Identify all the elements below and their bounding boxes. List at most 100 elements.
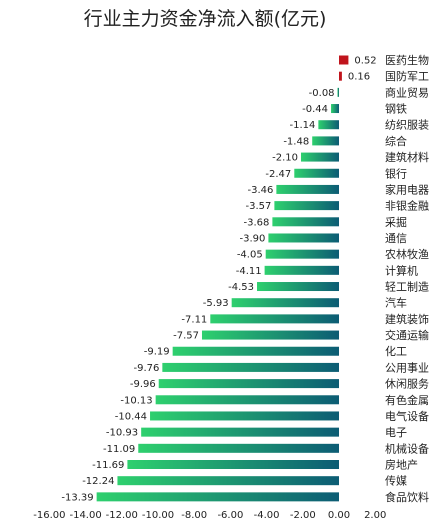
chart-title: 行业主力资金净流入额(亿元) <box>84 8 327 30</box>
bar-采掘 <box>272 217 339 227</box>
value-label: -3.68 <box>244 217 270 228</box>
category-label: 传媒 <box>385 475 407 488</box>
x-tick-label: 0.00 <box>328 510 350 521</box>
bar-公用事业 <box>162 362 339 372</box>
value-label: -9.19 <box>144 347 170 358</box>
bar-交通运输 <box>201 330 339 340</box>
bar-钢铁 <box>331 104 339 114</box>
bar-通信 <box>268 233 339 243</box>
x-tick-label: 2.00 <box>364 510 386 521</box>
category-label: 钢铁 <box>385 103 407 116</box>
category-label: 有色金属 <box>385 393 429 407</box>
bar-房地产 <box>127 460 339 469</box>
value-label: -11.69 <box>92 460 124 471</box>
bar-纺织服装 <box>318 120 339 130</box>
category-label: 计算机 <box>385 263 418 277</box>
category-label: 医药生物 <box>385 53 429 67</box>
value-label: -12.24 <box>82 476 114 487</box>
bar-有色金属 <box>155 395 339 405</box>
category-label: 建筑装饰 <box>385 312 429 326</box>
bar-国防军工 <box>339 71 342 81</box>
value-label: -7.57 <box>173 331 199 342</box>
value-label: -9.76 <box>133 363 159 374</box>
bar-建筑装饰 <box>210 314 339 324</box>
value-label: -13.39 <box>61 492 93 503</box>
value-label: -11.09 <box>103 444 135 455</box>
x-axis: -16.00 -14.00 -12.00 -10.00 -8.00 -6.00 -4.00-… <box>33 510 386 521</box>
category-label: 国防军工 <box>385 69 429 83</box>
category-label: 交通运输 <box>385 328 429 342</box>
bar-食品饮料 <box>96 492 340 502</box>
category-label: 电子 <box>385 426 407 439</box>
bar-医药生物 <box>339 55 349 65</box>
x-tick-label: -8.00 <box>181 510 207 521</box>
value-label: 0.52 <box>354 56 376 67</box>
x-tick-label: -14.00 <box>69 510 101 521</box>
category-label: 休闲服务 <box>385 377 429 391</box>
value-label: -2.47 <box>265 169 291 180</box>
bar-休闲服务 <box>158 379 339 389</box>
value-label: -10.44 <box>115 411 147 422</box>
value-label: -0.08 <box>309 88 335 99</box>
category-label: 公用事业 <box>385 361 429 374</box>
category-label: 通信 <box>385 232 407 245</box>
category-label: 机械设备 <box>385 441 429 455</box>
value-label: -9.96 <box>130 379 156 390</box>
value-label: -1.14 <box>289 120 315 131</box>
bars-layer <box>96 55 349 502</box>
value-label: -3.46 <box>247 185 273 196</box>
category-label: 商业贸易 <box>385 85 429 99</box>
category-label: 非银金融 <box>385 199 429 213</box>
bar-银行 <box>294 168 339 178</box>
category-label: 银行 <box>385 166 407 180</box>
x-tick-label: -12.00 <box>106 510 138 521</box>
bar-综合 <box>312 136 339 146</box>
value-label: -1.48 <box>283 136 309 147</box>
x-tick-label: -4.00 <box>254 510 280 521</box>
bar-农林牧渔 <box>265 249 339 259</box>
category-label: 汽车 <box>385 296 407 310</box>
category-label: 综合 <box>385 134 407 148</box>
bar-轻工制造 <box>257 282 339 292</box>
bar-非银金融 <box>274 201 339 211</box>
value-label: -4.05 <box>237 250 263 261</box>
value-label: -0.44 <box>302 104 328 115</box>
value-label: -5.93 <box>203 298 229 309</box>
value-label: 0.16 <box>348 72 370 83</box>
value-label: -7.11 <box>181 314 207 325</box>
category-label: 采掘 <box>385 215 407 229</box>
category-label: 纺织服装 <box>385 118 429 132</box>
bar-家用电器 <box>276 184 339 194</box>
bar-化工 <box>172 346 339 356</box>
bar-建筑材料 <box>300 152 339 162</box>
category-label: 房地产 <box>385 458 418 472</box>
bar-汽车 <box>231 298 339 308</box>
value-label: -4.53 <box>228 282 254 293</box>
x-tick-label: -2.00 <box>290 510 316 521</box>
category-label: 建筑材料 <box>385 150 429 164</box>
bar-电子 <box>141 427 339 437</box>
value-label: -3.57 <box>246 201 272 212</box>
bar-机械设备 <box>138 443 339 453</box>
category-label: 化工 <box>385 344 407 358</box>
bar-传媒 <box>117 476 340 486</box>
bar-计算机 <box>264 265 339 275</box>
category-label: 农林牧渔 <box>385 247 429 261</box>
bar-商业贸易 <box>337 87 339 97</box>
category-label: 家用电器 <box>385 182 429 196</box>
x-tick-label: -16.00 <box>33 510 65 521</box>
value-label: -3.90 <box>240 233 266 244</box>
x-tick-label: -6.00 <box>217 510 243 521</box>
labels-layer: 0.52 医药生物 0.16 国防军工 -0.08 商业贸易 -0.44 钢铁 -1.14 纺织服… <box>61 53 429 504</box>
bar-电气设备 <box>150 411 339 421</box>
category-label: 轻工制造 <box>385 280 429 294</box>
category-label: 电气设备 <box>385 409 429 423</box>
value-label: -10.93 <box>106 428 138 439</box>
category-label: 食品饮料 <box>385 490 429 504</box>
value-label: -2.10 <box>272 153 298 164</box>
value-label: -10.13 <box>120 395 152 406</box>
value-label: -4.11 <box>236 266 262 277</box>
x-tick-label: -10.00 <box>142 510 174 521</box>
